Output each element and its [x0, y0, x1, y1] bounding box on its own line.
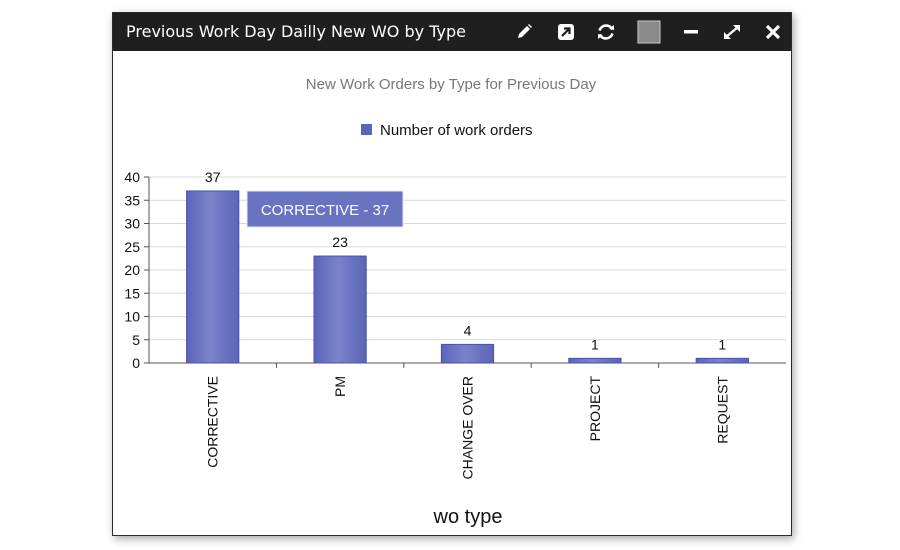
legend-label: Number of work orders — [380, 122, 533, 139]
minimize-button[interactable] — [678, 19, 704, 45]
chart-title: New Work Orders by Type for Previous Day — [306, 76, 597, 93]
color-button[interactable] — [636, 19, 662, 45]
refresh-icon — [598, 24, 614, 40]
bar-project[interactable] — [568, 357, 622, 364]
y-tick-label: 10 — [124, 309, 140, 325]
x-category-label: REQUEST — [714, 376, 730, 444]
y-tick-label: 5 — [132, 332, 140, 348]
widget-titlebar: Previous Work Day Dailly New WO by Type — [113, 13, 791, 51]
tooltip-text: CORRECTIVE - 37 — [261, 202, 389, 219]
x-axis-title: wo type — [433, 506, 503, 528]
bar-corrective[interactable] — [186, 190, 240, 364]
y-tick-label: 35 — [124, 192, 140, 208]
data-label: 23 — [332, 234, 348, 250]
refresh-button[interactable] — [593, 19, 619, 45]
close-button[interactable] — [760, 19, 786, 45]
y-tick-label: 25 — [124, 239, 140, 255]
y-tick-label: 0 — [132, 355, 140, 371]
x-category-label: CORRECTIVE — [205, 376, 221, 468]
data-label: 1 — [718, 336, 726, 352]
legend-swatch — [361, 124, 372, 135]
data-label: 4 — [464, 322, 472, 338]
x-category-label: PM — [332, 376, 348, 397]
data-label: 37 — [205, 169, 221, 185]
minimize-icon — [684, 30, 698, 34]
data-label: 1 — [591, 336, 599, 352]
pencil-icon — [518, 24, 532, 38]
bar-request[interactable] — [695, 357, 749, 364]
bar-chart: New Work Orders by Type for Previous Day… — [124, 76, 786, 528]
y-tick-label: 30 — [124, 216, 140, 232]
color-square-icon — [637, 20, 661, 44]
y-tick-label: 20 — [124, 262, 140, 278]
chart-area: New Work Orders by Type for Previous Day… — [113, 51, 791, 535]
maximize-button[interactable] — [719, 19, 745, 45]
close-icon — [765, 24, 781, 40]
open-button[interactable] — [553, 19, 579, 45]
external-link-icon — [558, 24, 574, 40]
y-tick-label: 15 — [124, 285, 140, 301]
bar-pm[interactable] — [313, 255, 367, 364]
x-category-label: CHANGE OVER — [460, 376, 476, 479]
chart-widget: Previous Work Day Dailly New WO by Type — [112, 12, 792, 536]
tooltip: CORRECTIVE - 37 — [246, 190, 404, 228]
widget-title: Previous Work Day Dailly New WO by Type — [126, 22, 466, 41]
x-category-label: PROJECT — [587, 376, 603, 442]
edit-button[interactable] — [511, 19, 537, 45]
expand-icon — [724, 25, 740, 39]
bar-change-over[interactable] — [440, 343, 495, 364]
y-tick-label: 40 — [124, 169, 140, 185]
